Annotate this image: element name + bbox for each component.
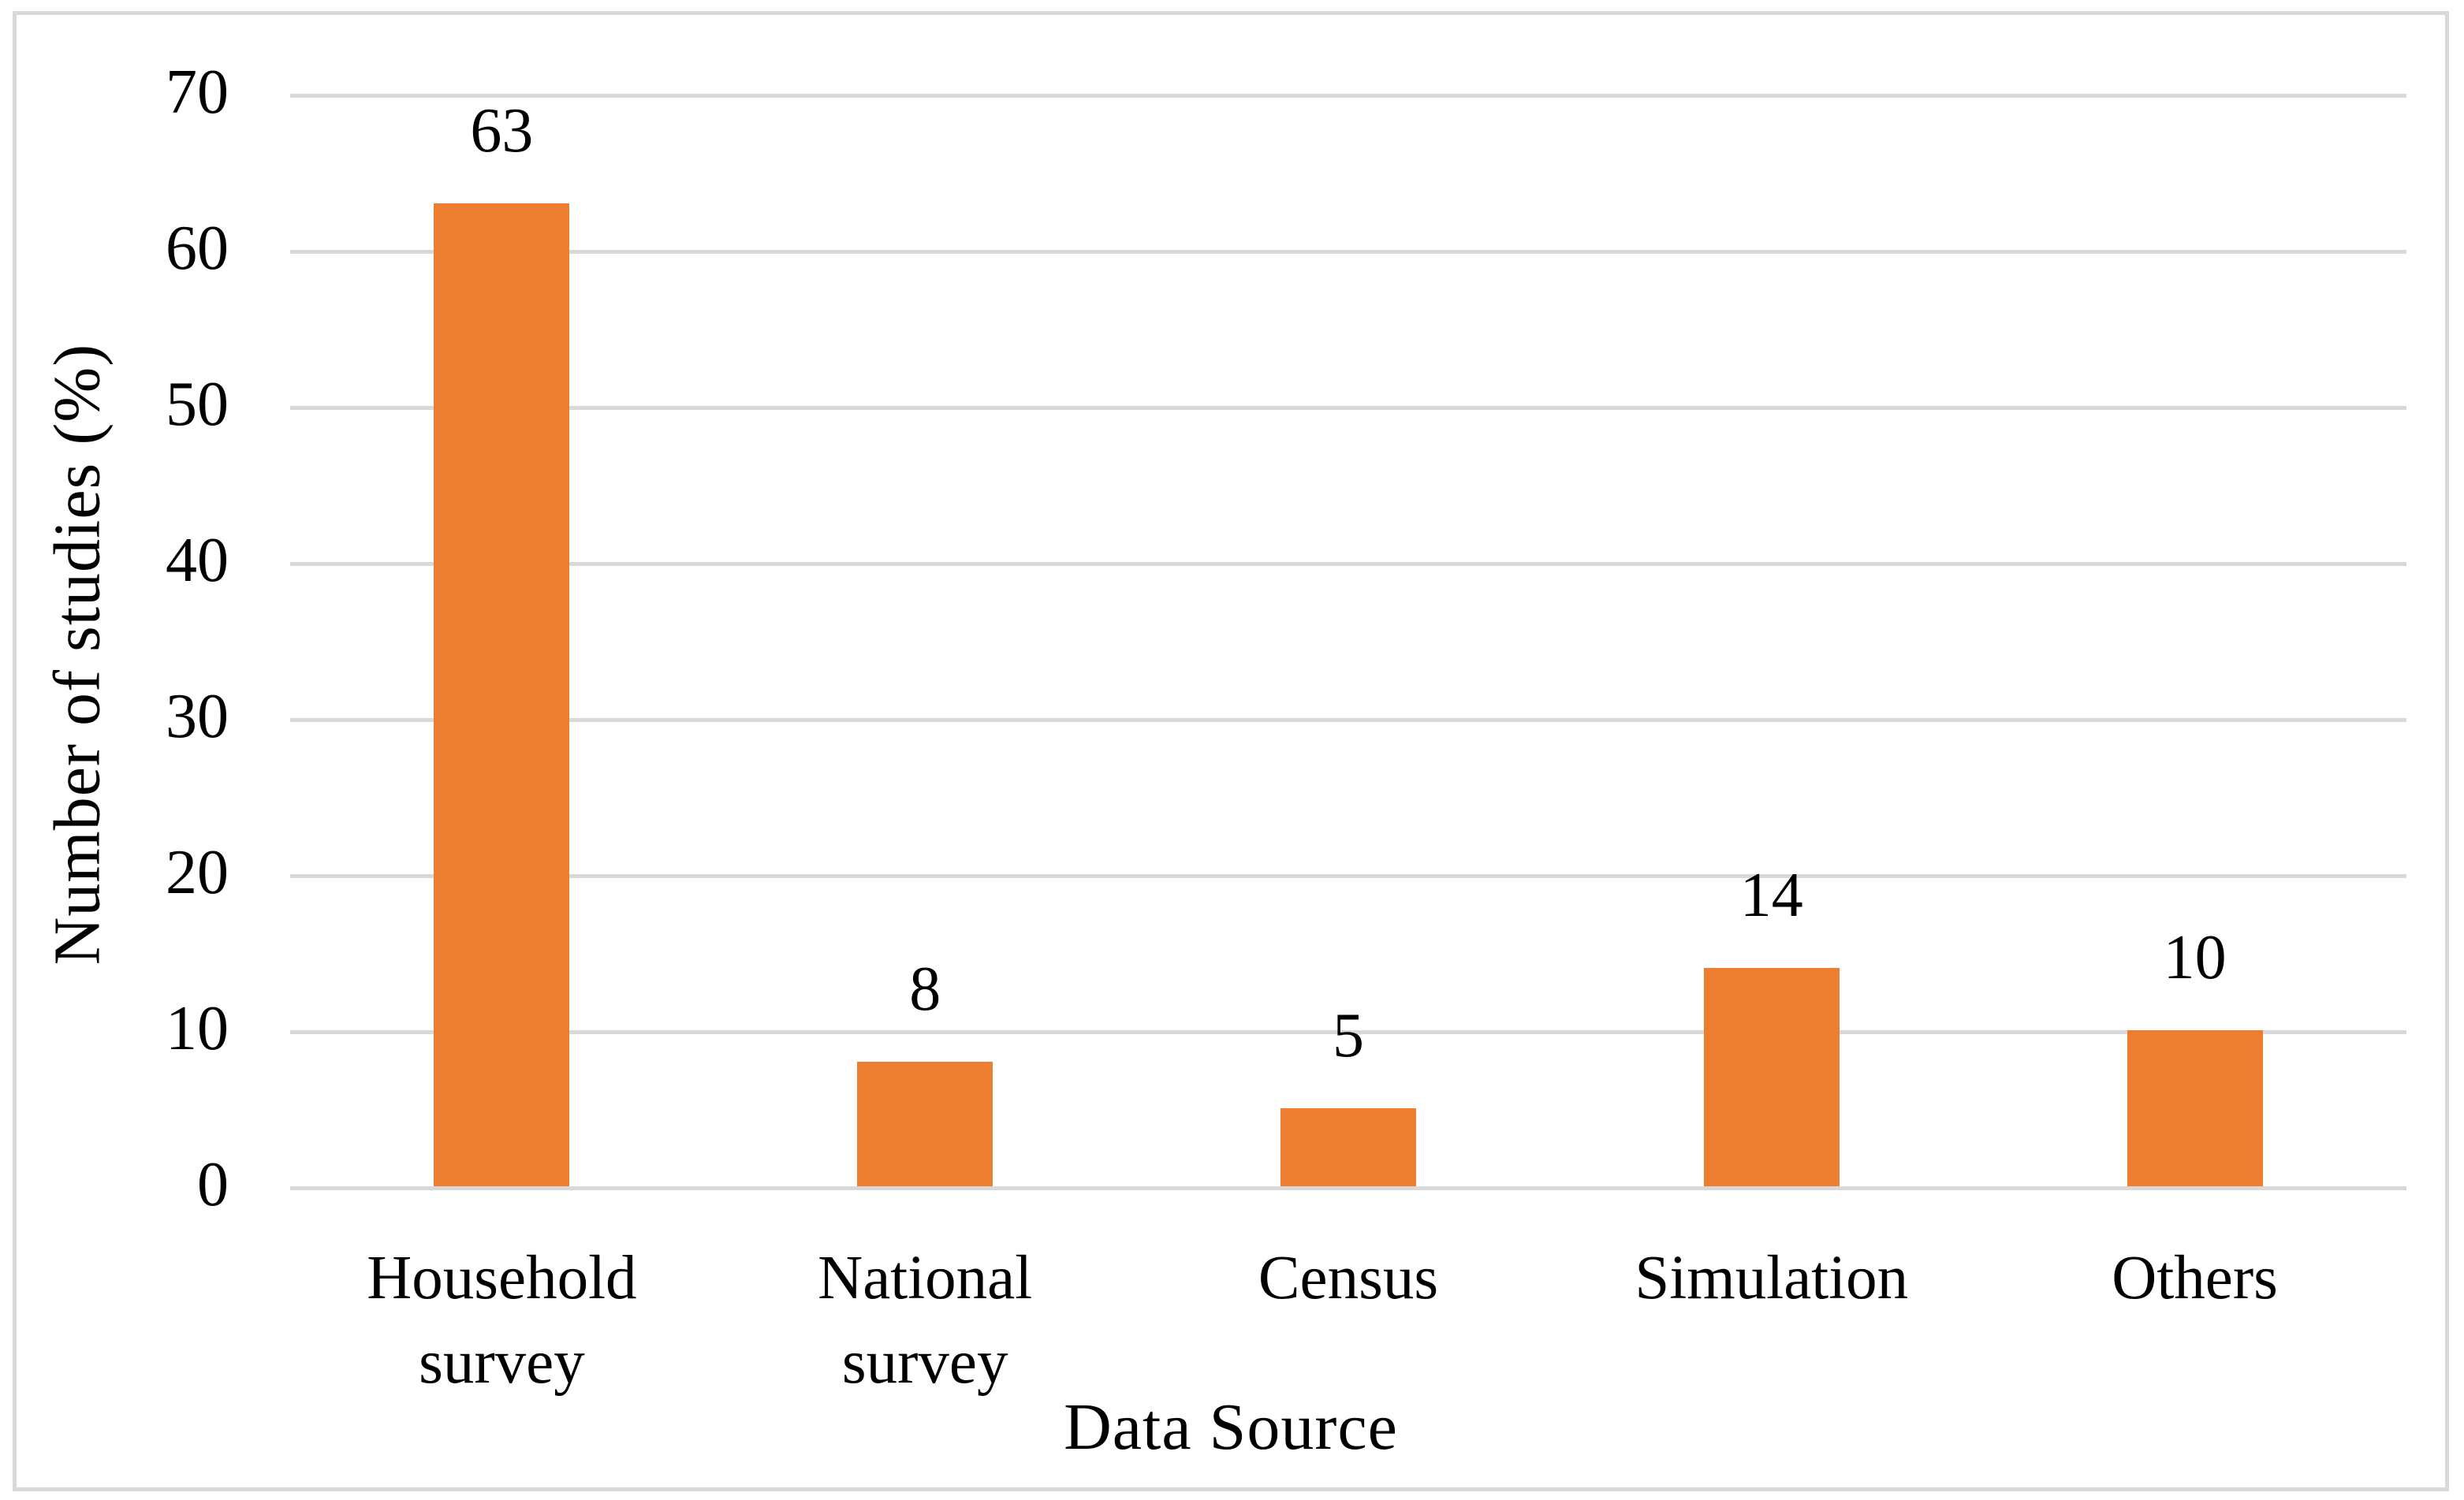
bar-value-label-5: 10: [2163, 923, 2227, 992]
gridline-40: [290, 562, 2406, 566]
x-category-label-1: Household survey: [367, 1244, 637, 1398]
x-category-label-4: Simulation: [1635, 1244, 1909, 1312]
bar-value-label-1: 63: [470, 95, 534, 166]
x-axis-category-labels: Household survey National survey Census Sim…: [290, 1236, 2406, 1441]
figure-border: [13, 11, 2449, 1491]
y-tick-label-10: 10: [166, 993, 229, 1063]
y-tick-label-60: 60: [166, 213, 229, 283]
y-tick-label-20: 20: [166, 837, 229, 907]
y-tick-label-0: 0: [197, 1149, 229, 1219]
y-tick-label-70: 70: [166, 57, 229, 127]
x-axis-title: Data Source: [1064, 1390, 1398, 1464]
bar-1: [434, 203, 570, 1186]
x-category-label-3: Census: [1258, 1244, 1439, 1312]
gridline-20: [290, 874, 2406, 878]
y-tick-label-30: 30: [166, 681, 229, 751]
plot-area: 63 8 5 14 10: [290, 94, 2406, 1190]
x-category-label-2: National survey: [818, 1244, 1033, 1398]
bar-2: [857, 1061, 993, 1186]
gridline-60: [290, 250, 2406, 254]
gridline-70: [290, 94, 2406, 98]
y-axis-tick-labels: 0 10 20 30 40 50 60 70: [0, 0, 229, 1500]
gridline-30: [290, 718, 2406, 722]
x-category-label-5: Others: [2112, 1244, 2278, 1312]
gridline-0: [290, 1186, 2406, 1190]
bar-value-label-4: 14: [1739, 860, 1803, 930]
gridline-50: [290, 406, 2406, 410]
gridline-10: [290, 1030, 2406, 1034]
bar-4: [1703, 967, 1840, 1186]
bar-5: [2127, 1030, 2263, 1186]
bar-value-label-2: 8: [909, 954, 941, 1024]
y-tick-label-40: 40: [166, 525, 229, 595]
y-tick-label-50: 50: [166, 369, 229, 439]
bar-3: [1280, 1108, 1416, 1186]
bar-value-label-3: 5: [1333, 1001, 1364, 1070]
